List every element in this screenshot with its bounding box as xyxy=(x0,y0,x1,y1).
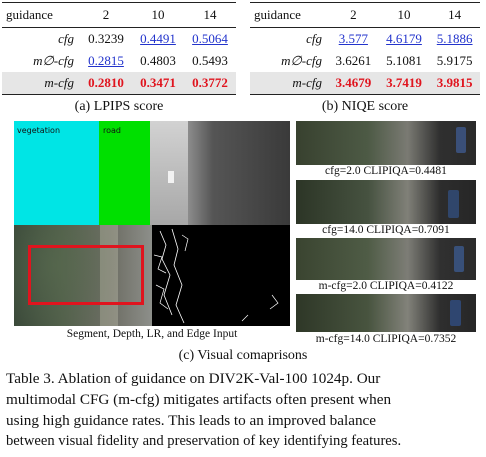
segment-label-vegetation: vegetation xyxy=(17,126,61,135)
cell: 5.1886 xyxy=(436,31,473,46)
edge-lines xyxy=(153,228,279,324)
table-caption-paragraph: Table 3. Ablation of guidance on DIV2K-V… xyxy=(6,368,480,452)
cell: 0.2810 xyxy=(80,72,132,95)
header-guidance: guidance xyxy=(2,2,80,28)
paragraph-line: Table 3. Ablation of guidance on DIV2K-V… xyxy=(6,370,381,387)
lpips-caption: (a) LPIPS score xyxy=(74,99,164,114)
lpips-table: guidance 2 10 14 cfg 0.3239 0.4491 0.506… xyxy=(2,2,236,95)
cell: 0.4491 xyxy=(140,31,176,46)
zoom-box xyxy=(28,245,144,305)
input-grid: vegetation road xyxy=(14,121,290,326)
cell: 0.3239 xyxy=(80,27,132,50)
sample-4 xyxy=(296,294,476,332)
segment-label-road: road xyxy=(103,126,121,135)
cell: 0.5493 xyxy=(192,53,228,68)
header-2: 2 xyxy=(80,2,132,28)
table-row: m-cfg 3.4679 3.7419 3.9815 xyxy=(250,72,480,95)
header-guidance: guidance xyxy=(250,2,328,28)
cell: 3.6261 xyxy=(335,53,372,68)
cell: 3.7419 xyxy=(378,72,430,95)
sample-2 xyxy=(296,180,476,224)
segmentation-map: vegetation road xyxy=(14,121,150,225)
inputs-caption: Segment, Depth, LR, and Edge Input xyxy=(66,328,238,340)
row-label: cfg xyxy=(2,27,80,50)
paragraph-line: between visual fidelity and preservation… xyxy=(6,433,402,449)
cell: 5.9175 xyxy=(436,53,473,68)
sample-4-label: m-cfg=14.0 CLIPIQA=0.7352 xyxy=(315,333,457,345)
cell: 0.4803 xyxy=(140,53,176,68)
paragraph-line: multimodal CFG (m-cfg) mitigates artifac… xyxy=(6,391,392,408)
row-label: m-cfg xyxy=(2,72,80,95)
niqe-caption: (b) NIQE score xyxy=(321,99,409,114)
depth-map xyxy=(150,121,290,225)
edge-map xyxy=(152,225,290,326)
sample-2-label: cfg=14.0 CLIPIQA=0.7091 xyxy=(322,224,450,236)
cell: 3.4679 xyxy=(328,72,379,95)
cell: 3.577 xyxy=(338,31,368,46)
table-row: cfg 3.577 4.6179 5.1886 xyxy=(250,27,480,50)
table-row: m∅-cfg 0.2815 0.4803 0.5493 xyxy=(2,50,236,72)
row-label: m∅-cfg xyxy=(33,53,74,68)
cell: 0.2815 xyxy=(88,53,124,68)
sample-3 xyxy=(296,238,476,280)
niqe-table: guidance 2 10 14 cfg 3.577 4.6179 5.1886… xyxy=(250,2,480,95)
sample-3-label: m-cfg=2.0 CLIPIQA=0.4122 xyxy=(318,280,454,292)
table-row: cfg 0.3239 0.4491 0.5064 xyxy=(2,27,236,50)
visual-caption: (c) Visual comaprisons xyxy=(178,348,308,363)
header-14: 14 xyxy=(184,2,236,28)
cell: 0.5064 xyxy=(192,31,228,46)
table-row: m∅-cfg 3.6261 5.1081 5.9175 xyxy=(250,50,480,72)
cell: 5.1081 xyxy=(386,53,422,68)
header-10: 10 xyxy=(378,2,430,28)
cell: 0.3772 xyxy=(184,72,236,95)
table-row: m-cfg 0.2810 0.3471 0.3772 xyxy=(2,72,236,95)
header-14: 14 xyxy=(429,2,480,28)
row-label: m-cfg xyxy=(250,72,328,95)
sample-1 xyxy=(296,121,476,165)
cell: 0.3471 xyxy=(132,72,184,95)
row-label: cfg xyxy=(250,27,328,50)
cell: 3.9815 xyxy=(429,72,480,95)
sample-1-label: cfg=2.0 CLIPIQA=0.4481 xyxy=(325,165,447,177)
cell: 4.6179 xyxy=(386,31,422,46)
header-2: 2 xyxy=(328,2,379,28)
header-10: 10 xyxy=(132,2,184,28)
row-label: m∅-cfg xyxy=(281,53,322,68)
paragraph-line: using high guidance rates. This leads to… xyxy=(6,412,377,429)
low-resolution-image xyxy=(14,225,152,326)
